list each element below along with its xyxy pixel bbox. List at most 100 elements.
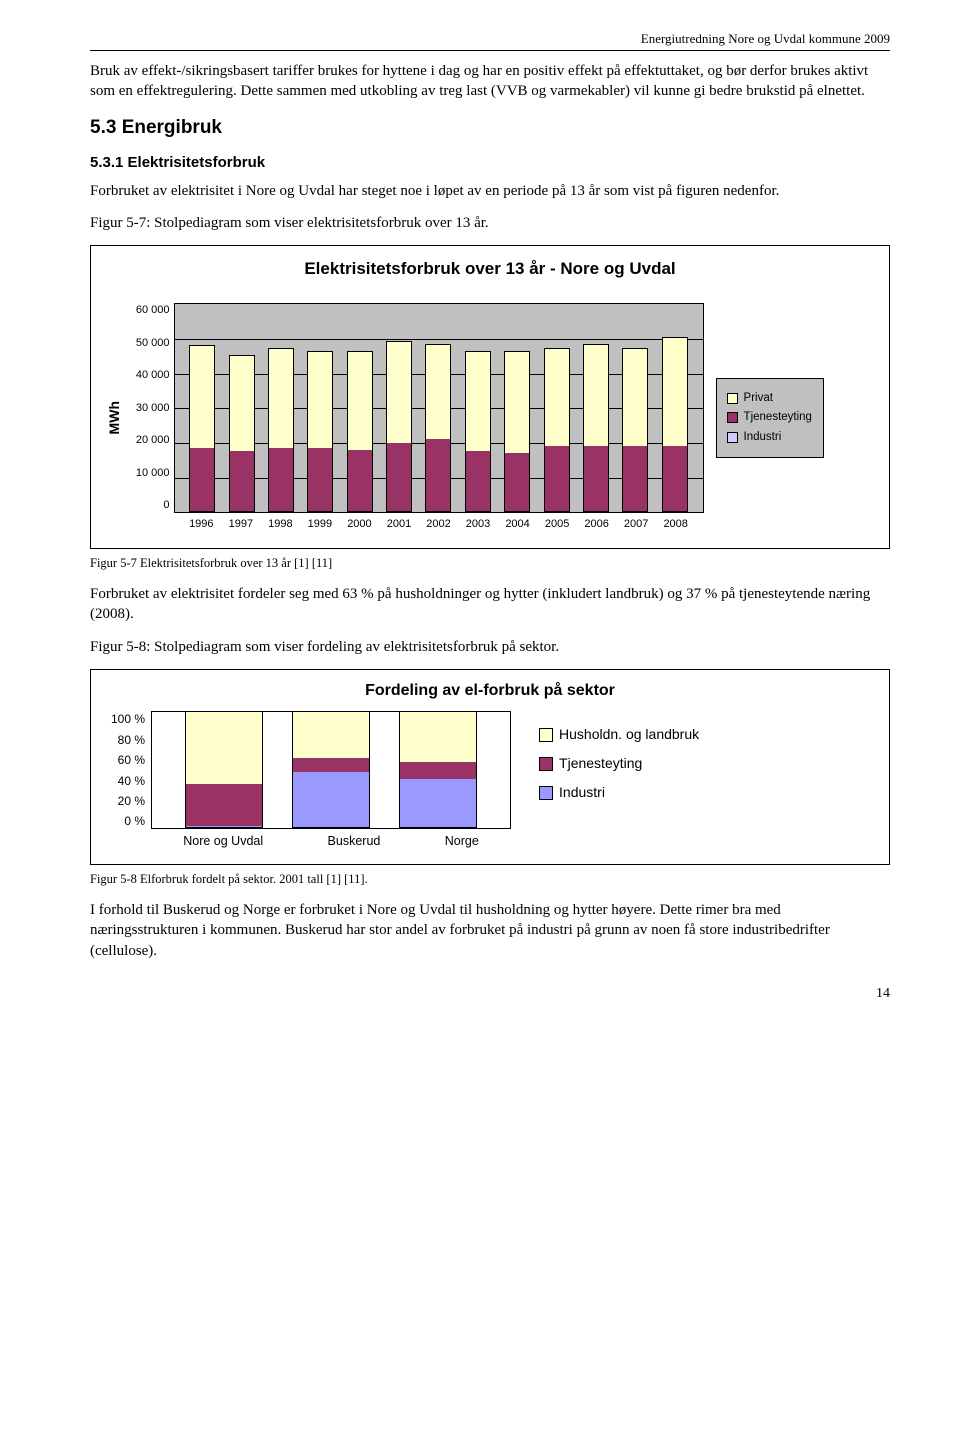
chart1-seg-industri [583,511,609,512]
chart1-xtick: 1999 [308,517,332,532]
chart1-xtick: 1998 [268,517,292,532]
chart1-seg-tjenesteyting [386,443,412,511]
chart1-title: Elektrisitetsforbruk over 13 år - Nore o… [105,258,875,281]
chart1-seg-tjenesteyting [268,448,294,511]
chart1-seg-industri [662,511,688,512]
chart1-seg-privat [504,351,530,453]
chart1-xtick: 1996 [189,517,213,532]
chart1-seg-privat [583,344,609,446]
chart1-plot-area [174,303,704,513]
chart2-ytick: 40 % [118,773,145,789]
legend-label: Industri [744,430,782,446]
chart1-ytick: 50 000 [136,336,170,351]
chart-fordeling-sektor: Fordeling av el-forbruk på sektor 100 %8… [90,669,890,865]
chart2-seg-tjenesteyting [185,784,263,826]
chart2-legend-item: Industri [539,783,699,802]
legend-swatch [539,757,553,771]
paragraph-intro: Bruk av effekt-/sikringsbasert tariffer … [90,61,890,102]
chart1-xtick: 2006 [584,517,608,532]
page-header: Energiutredning Nore og Uvdal kommune 20… [90,30,890,51]
chart1-xtick: 2004 [505,517,529,532]
chart2-plot-area [151,711,511,829]
chart1-xtick: 1997 [229,517,253,532]
chart1-seg-industri [307,511,333,512]
chart1-seg-industri [425,511,451,512]
figure-5-7-intro: Figur 5-7: Stolpediagram som viser elekt… [90,213,890,233]
chart1-seg-privat [347,351,373,449]
chart2-ytick: 60 % [118,752,145,768]
chart1-legend-item: Tjenesteyting [727,410,813,426]
legend-label: Tjenesteyting [559,754,642,773]
chart2-ytick: 80 % [118,732,145,748]
heading-5-3: 5.3 Energibruk [90,115,890,141]
legend-swatch [539,728,553,742]
chart2-bar [399,711,477,828]
chart1-xtick: 2005 [545,517,569,532]
chart1-yticks: 60 00050 00040 00030 00020 00010 0000 [136,303,174,513]
chart1-seg-tjenesteyting [622,446,648,511]
chart2-xtick: Nore og Uvdal [183,833,263,850]
chart1-xtick: 2003 [466,517,490,532]
chart1-bar [504,351,530,512]
chart1-bar [347,351,373,512]
chart1-seg-tjenesteyting [544,446,570,511]
chart2-ytick: 0 % [124,813,145,829]
heading-5-3-1: 5.3.1 Elektrisitetsforbruk [90,153,890,173]
chart2-seg-husholdn [292,711,370,757]
chart1-bar [662,337,688,512]
chart2-yticks: 100 %80 %60 %40 %20 %0 % [111,711,151,829]
chart2-seg-tjenesteyting [399,762,477,779]
chart1-seg-tjenesteyting [662,446,688,511]
figure-5-7-caption: Figur 5-7 Elektrisitetsforbruk over 13 å… [90,555,890,572]
chart1-bar [425,344,451,512]
chart2-xtick: Buskerud [328,833,381,850]
chart2-legend-item: Husholdn. og landbruk [539,725,699,744]
chart1-seg-privat [662,337,688,446]
chart1-seg-industri [386,511,412,512]
chart1-ytick: 10 000 [136,466,170,481]
chart1-seg-privat [268,348,294,448]
chart2-seg-industri [292,772,370,829]
chart1-bar [229,355,255,512]
chart1-legend-item: Privat [727,391,813,407]
chart2-seg-tjenesteyting [292,758,370,772]
chart1-seg-industri [465,511,491,512]
chart1-seg-privat [229,355,255,452]
chart1-seg-privat [622,348,648,446]
paragraph-forbruk: Forbruket av elektrisitet i Nore og Uvda… [90,181,890,201]
chart2-seg-husholdn [185,711,263,783]
chart1-bar [583,344,609,512]
paragraph-fordeling: Forbruket av elektrisitet fordeler seg m… [90,584,890,625]
chart1-seg-tjenesteyting [229,451,255,511]
chart1-seg-industri [189,511,215,512]
chart1-seg-industri [268,511,294,512]
chart1-bar [544,348,570,512]
chart1-bar [307,351,333,512]
chart1-seg-industri [504,511,530,512]
chart1-ytick: 20 000 [136,433,170,448]
chart1-bar [268,348,294,512]
chart1-xtick: 2007 [624,517,648,532]
legend-swatch [727,432,738,443]
legend-label: Tjenesteyting [744,410,812,426]
chart1-ytick: 0 [163,498,169,513]
chart1-legend-item: Industri [727,430,813,446]
chart1-seg-industri [347,511,373,512]
legend-swatch [727,393,738,404]
chart1-xtick: 2000 [347,517,371,532]
chart1-seg-privat [465,351,491,451]
chart1-seg-tjenesteyting [583,446,609,511]
chart1-seg-privat [425,344,451,439]
chart1-bar [189,345,215,513]
legend-label: Privat [744,391,773,407]
chart2-legend: Husholdn. og landbruk Tjenesteyting Indust… [539,711,699,812]
chart2-legend-item: Tjenesteyting [539,754,699,773]
chart2-bar [292,711,370,828]
chart1-xtick: 2008 [663,517,687,532]
chart1-seg-tjenesteyting [425,439,451,511]
paragraph-conclusion: I forhold til Buskerud og Norge er forbr… [90,900,890,961]
chart1-seg-tjenesteyting [307,448,333,511]
chart2-xtick: Norge [445,833,479,850]
chart1-ylabel: MWh [105,401,124,434]
chart1-legend: Privat Tjenesteyting Industri [716,378,824,459]
